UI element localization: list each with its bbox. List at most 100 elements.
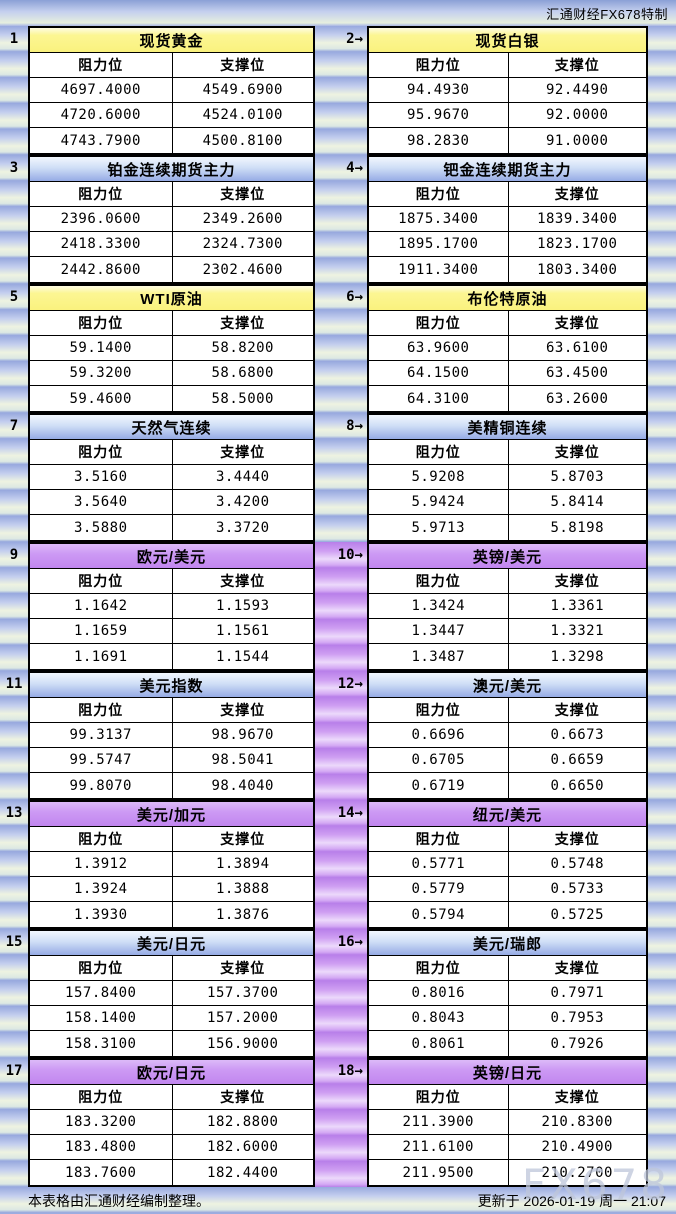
left-margin: 5 (0, 284, 28, 413)
support-value: 0.7971 (507, 981, 647, 1005)
resistance-value: 95.9670 (406, 107, 470, 123)
col-header-support: 支撑位 (171, 1085, 314, 1109)
support-value: 1.3361 (507, 594, 647, 618)
support-value: 0.6673 (507, 723, 647, 747)
row-number: 13 (5, 804, 23, 821)
col-header-support: 支撑位 (507, 956, 647, 980)
col-header-support: 支撑位 (171, 698, 314, 722)
support-value: 182.6000 (171, 1135, 314, 1159)
left-margin: 3 (0, 155, 28, 284)
resistance-value: 0.5779 (411, 881, 466, 897)
resistance-value: 99.5747 (69, 752, 132, 768)
table-title: 美精铜连续 (369, 415, 646, 440)
support-value: 1839.3400 (507, 207, 647, 231)
support-value: 5.8198 (507, 515, 647, 540)
quote-table-left: 现货黄金 阻力位 支撑位 4697.4000 4549.6900 4720.600… (28, 26, 315, 155)
support-value: 98.4040 (171, 773, 314, 798)
resistance-value: 59.1400 (69, 340, 132, 356)
support-value: 157.3700 (171, 981, 314, 1005)
col-header-support: 支撑位 (507, 827, 647, 851)
resistance-value: 0.8061 (411, 1035, 466, 1052)
support-value: 3.4200 (171, 490, 314, 514)
support-value: 58.8200 (171, 336, 314, 360)
col-header-support: 支撑位 (507, 698, 647, 722)
table-title: 美元/日元 (30, 931, 313, 956)
col-header-support: 支撑位 (507, 182, 647, 206)
resistance-value: 1.3487 (411, 648, 466, 665)
resistance-value: 0.6696 (411, 727, 466, 743)
support-value: 3.4440 (171, 465, 314, 489)
top-bar: 汇通财经FX678特制 (0, 0, 676, 26)
resistance-value: 4720.6000 (60, 107, 141, 123)
support-value: 0.5725 (507, 902, 647, 927)
table-pair-row: 17 欧元/日元 阻力位 支撑位 183.3200 182.8800 183.48… (0, 1058, 676, 1187)
col-header-resistance: 阻力位 (78, 831, 124, 847)
support-value: 1.1544 (171, 644, 314, 669)
gutter: 14→ (315, 800, 367, 929)
resistance-value: 1.1691 (73, 648, 128, 665)
row-number: 17 (5, 1062, 23, 1079)
table-title: 英镑/美元 (369, 544, 646, 569)
table-title: 欧元/日元 (30, 1060, 313, 1085)
support-value: 0.7926 (507, 1031, 647, 1056)
table-pair-row: 5 WTI原油 阻力位 支撑位 59.1400 58.8200 59.3200 58… (0, 284, 676, 413)
resistance-value: 3.5640 (73, 494, 128, 510)
resistance-value: 1875.3400 (398, 211, 479, 227)
left-margin: 17 (0, 1058, 28, 1187)
resistance-value: 158.3100 (65, 1035, 137, 1052)
resistance-value: 0.6705 (411, 752, 466, 768)
right-margin (648, 800, 676, 929)
gutter: 8→ (315, 413, 367, 542)
support-value: 5.8703 (507, 465, 647, 489)
row-number: 16→ (337, 933, 363, 950)
footer-updated: 更新于 2026-01-19 周一 21:07 (477, 1192, 666, 1209)
resistance-value: 5.9424 (411, 494, 466, 510)
resistance-value: 2396.0600 (60, 211, 141, 227)
row-number: 10→ (337, 546, 363, 563)
col-header-resistance: 阻力位 (78, 186, 124, 202)
col-header-support: 支撑位 (507, 1085, 647, 1109)
row-number: 8→ (346, 417, 363, 434)
quote-table-left: 天然气连续 阻力位 支撑位 3.5160 3.4440 3.5640 3.4200 … (28, 413, 315, 542)
table-title: 美元/瑞郎 (369, 931, 646, 956)
gutter: 18→ (315, 1058, 367, 1187)
resistance-value: 158.1400 (65, 1010, 137, 1026)
support-value: 91.0000 (507, 128, 647, 153)
quote-table-right: 澳元/美元 阻力位 支撑位 0.6696 0.6673 0.6705 0.6659 … (367, 671, 648, 800)
quote-table-right: 布伦特原油 阻力位 支撑位 63.9600 63.6100 64.1500 63.4… (367, 284, 648, 413)
quote-table-left: WTI原油 阻力位 支撑位 59.1400 58.8200 59.3200 58.6… (28, 284, 315, 413)
support-value: 210.8300 (507, 1110, 647, 1134)
gutter: 2→ (315, 26, 367, 155)
resistance-value: 2442.8600 (60, 261, 141, 278)
support-value: 2302.4600 (171, 257, 314, 282)
left-margin: 15 (0, 929, 28, 1058)
resistance-value: 1.3912 (73, 856, 128, 872)
resistance-value: 3.5160 (73, 469, 128, 485)
quote-table-right: 纽元/美元 阻力位 支撑位 0.5771 0.5748 0.5779 0.5733 … (367, 800, 648, 929)
col-header-resistance: 阻力位 (415, 1089, 461, 1105)
resistance-value: 94.4930 (406, 82, 470, 98)
col-header-resistance: 阻力位 (78, 57, 124, 73)
table-title: 欧元/美元 (30, 544, 313, 569)
support-value: 4500.8100 (171, 128, 314, 153)
support-value: 0.6650 (507, 773, 647, 798)
gutter: 12→ (315, 671, 367, 800)
support-value: 4524.0100 (171, 103, 314, 127)
row-number: 6→ (346, 288, 363, 305)
support-value: 2324.7300 (171, 232, 314, 256)
resistance-value: 183.7600 (65, 1164, 137, 1181)
resistance-value: 1895.1700 (398, 236, 479, 252)
support-value: 5.8414 (507, 490, 647, 514)
right-margin (648, 413, 676, 542)
resistance-value: 64.3100 (406, 390, 470, 407)
brand-label: 汇通财经FX678特制 (546, 6, 668, 22)
support-value: 1.3321 (507, 619, 647, 643)
right-margin (648, 1058, 676, 1187)
support-value: 58.6800 (171, 361, 314, 385)
resistance-value: 0.8016 (411, 985, 466, 1001)
quote-table-left: 美元/日元 阻力位 支撑位 157.8400 157.3700 158.1400 1… (28, 929, 315, 1058)
support-value: 0.5733 (507, 877, 647, 901)
right-margin (648, 26, 676, 155)
resistance-value: 63.9600 (406, 340, 470, 356)
support-value: 1.3888 (171, 877, 314, 901)
